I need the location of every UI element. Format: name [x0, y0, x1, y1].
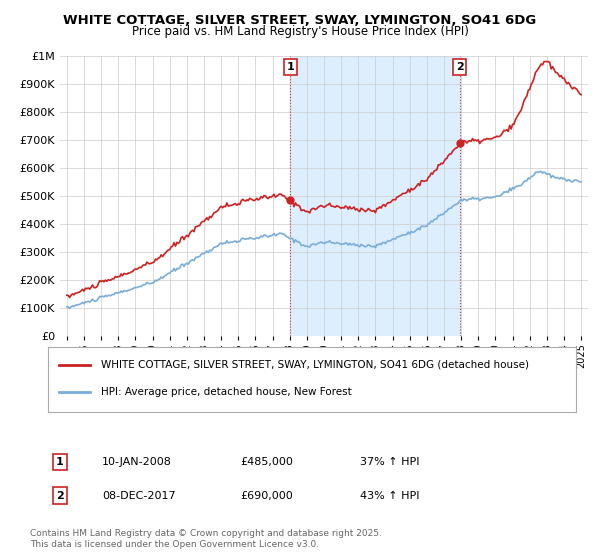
Text: WHITE COTTAGE, SILVER STREET, SWAY, LYMINGTON, SO41 6DG (detached house): WHITE COTTAGE, SILVER STREET, SWAY, LYMI…: [101, 360, 529, 370]
Text: HPI: Average price, detached house, New Forest: HPI: Average price, detached house, New …: [101, 388, 352, 397]
Text: £690,000: £690,000: [240, 491, 293, 501]
Text: £485,000: £485,000: [240, 457, 293, 467]
Text: Contains HM Land Registry data © Crown copyright and database right 2025.
This d: Contains HM Land Registry data © Crown c…: [30, 529, 382, 549]
Text: 2: 2: [56, 491, 64, 501]
Bar: [290, 56, 460, 336]
Text: 37% ↑ HPI: 37% ↑ HPI: [360, 457, 419, 467]
Text: 2: 2: [456, 62, 464, 72]
Text: 1: 1: [287, 62, 294, 72]
Text: 1: 1: [56, 457, 64, 467]
Text: WHITE COTTAGE, SILVER STREET, SWAY, LYMINGTON, SO41 6DG: WHITE COTTAGE, SILVER STREET, SWAY, LYMI…: [64, 14, 536, 27]
Text: 10-JAN-2008: 10-JAN-2008: [102, 457, 172, 467]
Text: 08-DEC-2017: 08-DEC-2017: [102, 491, 176, 501]
Text: Price paid vs. HM Land Registry's House Price Index (HPI): Price paid vs. HM Land Registry's House …: [131, 25, 469, 38]
Text: 43% ↑ HPI: 43% ↑ HPI: [360, 491, 419, 501]
